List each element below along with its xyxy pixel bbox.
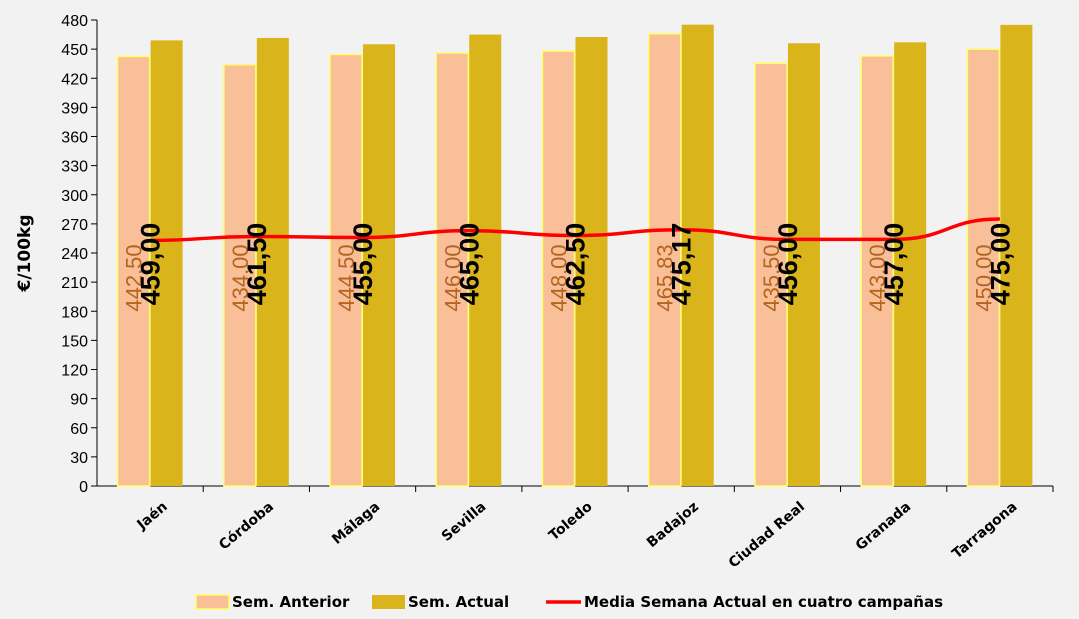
bar-sem-actual: [469, 34, 502, 486]
bar-sem-actual: [787, 43, 820, 487]
x-category-label: Ciudad Real: [726, 499, 808, 572]
data-label-sem-actual: 457,00: [879, 223, 909, 306]
bar-sem-actual: [894, 42, 927, 487]
y-tick-label: 300: [61, 188, 88, 205]
data-label-sem-actual: 475,00: [985, 223, 1015, 306]
bar-sem-anterior: [860, 55, 894, 487]
y-tick-label: 270: [61, 217, 88, 234]
bar-sem-actual: [256, 37, 289, 486]
series-line-media: [150, 217, 1000, 243]
x-category-label: Tarragona: [949, 499, 1020, 562]
data-label-sem-anterior: 446,00: [440, 244, 465, 311]
y-tick-label: 330: [61, 159, 88, 176]
bar-sem-actual: [681, 24, 714, 487]
x-category-label: Málaga: [329, 499, 383, 548]
y-tick-label: 30: [70, 450, 88, 467]
data-label-sem-anterior: 448,00: [547, 244, 572, 311]
bar-sem-anterior: [966, 48, 1001, 487]
data-label-sem-anterior: 465,83: [653, 244, 678, 311]
y-tick-label: 480: [61, 13, 88, 30]
legend-label-media: Media Semana Actual en cuatro campañas: [584, 593, 943, 611]
bar-sem-anterior: [541, 50, 576, 487]
y-tick-label: 210: [61, 275, 88, 292]
x-category-label: Sevilla: [439, 499, 490, 545]
data-label-sem-anterior: 443,00: [865, 244, 890, 311]
legend-swatch-sem-actual: [372, 595, 405, 609]
bar-sem-anterior: [223, 63, 257, 487]
bar-sem-anterior: [647, 33, 682, 487]
y-tick-label: 420: [61, 71, 88, 88]
data-label-sem-anterior: 435,50: [759, 244, 784, 311]
data-label-sem-actual: 455,00: [348, 223, 378, 306]
y-tick-label: 450: [61, 42, 88, 59]
y-tick-label: 240: [61, 246, 88, 263]
data-label-sem-anterior: 444,50: [334, 244, 359, 311]
bar-sem-anterior: [116, 55, 151, 487]
bar-sem-anterior: [754, 62, 788, 487]
x-category-label: Badajoz: [644, 499, 702, 551]
y-tick-label: 150: [61, 333, 88, 350]
data-label-sem-actual: 465,00: [454, 223, 484, 306]
legend-swatch-sem-anterior: [195, 594, 230, 610]
x-category-label: Jaén: [133, 499, 170, 534]
y-tick-label: 60: [70, 421, 88, 438]
y-axis-title: €/100kg: [15, 215, 35, 293]
legend: Sem. Anterior Sem. Actual Media Semana Act…: [195, 593, 943, 611]
data-label-sem-actual: 459,00: [136, 223, 166, 306]
data-label-sem-actual: 461,50: [242, 223, 272, 306]
bar-sem-actual: [363, 44, 396, 486]
legend-label-sem-anterior: Sem. Anterior: [232, 593, 350, 611]
x-category-label: Córdoba: [216, 499, 277, 554]
bar-sem-actual: [575, 36, 608, 486]
x-category-label: Granada: [853, 499, 914, 554]
data-label-sem-anterior: 434,00: [228, 244, 253, 311]
data-label-sem-actual: 462,50: [561, 223, 591, 306]
bar-sem-anterior: [435, 52, 470, 487]
bar-sem-actual: [1000, 24, 1033, 487]
y-tick-label: 0: [79, 479, 88, 496]
data-label-sem-anterior: 442,50: [122, 244, 147, 311]
y-tick-label: 390: [61, 100, 88, 117]
x-category-label: Toledo: [546, 499, 596, 544]
y-tick-label: 120: [61, 363, 88, 380]
bar-sem-anterior: [329, 53, 363, 487]
bar-sem-actual: [150, 40, 183, 486]
y-tick-label: 180: [61, 304, 88, 321]
data-label-sem-anterior: 450,00: [971, 244, 996, 311]
y-tick-label: 360: [61, 130, 88, 147]
average-line: [150, 217, 1000, 243]
data-label-sem-actual: 475,17: [667, 223, 697, 306]
data-label-sem-actual: 456,00: [773, 223, 803, 306]
legend-label-sem-actual: Sem. Actual: [408, 593, 509, 611]
bars: [116, 24, 1033, 487]
y-tick-label: 90: [70, 392, 88, 409]
